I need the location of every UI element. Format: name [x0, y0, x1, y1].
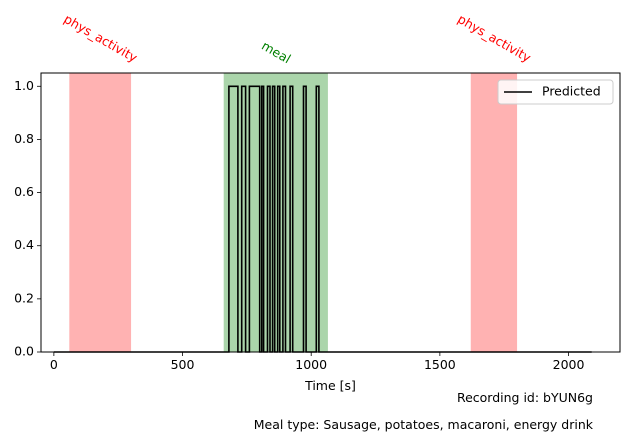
legend: Predicted — [497, 79, 614, 105]
span-phys_activity-2 — [470, 73, 518, 352]
legend-label: Predicted — [542, 84, 601, 99]
x-tick-label: 1500 — [424, 357, 456, 372]
x-tick-label: 0 — [50, 357, 58, 372]
y-tick-label: 0.2 — [14, 290, 34, 305]
y-tick-label: 0.6 — [14, 184, 34, 199]
axes-frame — [40, 72, 621, 353]
y-tick-label: 0.0 — [14, 344, 34, 359]
span-label-phys_activity-0: phys_activity — [61, 11, 140, 65]
x-tick-label: 2000 — [553, 357, 585, 372]
recording-id-caption: Recording id: bYUN6g — [456, 390, 593, 405]
y-axis-ticks: 0.0 0.2 0.4 0.6 0.8 1.0 — [14, 78, 41, 359]
y-tick-label: 0.4 — [14, 237, 34, 252]
y-tick-label: 1.0 — [14, 78, 34, 93]
series-lines — [53, 85, 592, 353]
x-tick-label: 1000 — [295, 357, 327, 372]
meal-type-caption: Meal type: Sausage, potatoes, macaroni, … — [253, 417, 593, 432]
y-tick-label: 0.8 — [14, 131, 34, 146]
span-meal-1 — [223, 73, 328, 352]
legend-box — [497, 79, 614, 105]
x-tick-label: 500 — [171, 357, 195, 372]
span-label-phys_activity-2: phys_activity — [455, 11, 534, 65]
x-axis-label: Time [s] — [304, 378, 356, 393]
series-line-predicted — [53, 85, 592, 353]
x-axis-ticks: 0 500 1000 1500 2000 — [50, 352, 585, 372]
span-phys_activity-0 — [69, 73, 132, 352]
span-label-meal-1: meal — [259, 38, 293, 66]
